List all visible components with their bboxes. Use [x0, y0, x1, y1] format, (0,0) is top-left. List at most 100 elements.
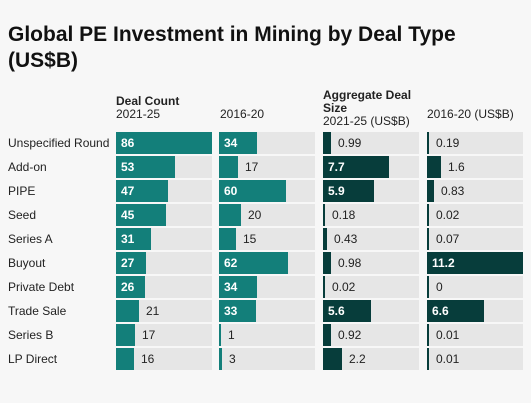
value-label-agg-2021: 5.9: [328, 184, 345, 198]
bar-track: [219, 204, 315, 226]
value-label-count-2021: 31: [121, 232, 135, 246]
bar-track: [323, 324, 419, 346]
bar-count-2021: [116, 180, 168, 202]
value-label-agg-2016: 0.19: [436, 136, 460, 150]
bar-count-2016: [219, 156, 238, 178]
value-label-agg-2016: 0: [436, 280, 443, 294]
bar-agg-2021: [323, 180, 374, 202]
row-label: Seed: [8, 208, 37, 222]
bar-count-2021: [116, 276, 145, 298]
value-label-agg-2021: 0.92: [338, 328, 362, 342]
bar-count-2021: [116, 252, 146, 274]
bar-track: [323, 132, 419, 154]
row-label: Add-on: [8, 160, 47, 174]
bar-agg-2021: [323, 204, 325, 226]
value-label-count-2016: 3: [229, 352, 236, 366]
value-label-count-2016: 17: [245, 160, 259, 174]
bar-track: [323, 276, 419, 298]
bar-agg-2016: [427, 228, 429, 250]
bar-count-2016: [219, 252, 288, 274]
bar-track: [427, 324, 523, 346]
row-label: Trade Sale: [8, 304, 67, 318]
bar-track: [427, 156, 523, 178]
bar-count-2021: [116, 156, 175, 178]
bar-track: [219, 324, 315, 346]
value-label-agg-2016: 0.02: [436, 208, 460, 222]
row-label: Private Debt: [8, 280, 75, 294]
bar-agg-2021: [323, 252, 331, 274]
value-label-count-2016: 15: [243, 232, 257, 246]
bar-count-2016: [219, 132, 257, 154]
bar-agg-2016: [427, 276, 429, 298]
bar-agg-2021: [323, 132, 331, 154]
value-label-count-2016: 20: [248, 208, 262, 222]
bar-track: [427, 204, 523, 226]
header-agg-2016: 2016-20 (US$B): [427, 108, 514, 121]
value-label-agg-2021: 0.98: [338, 256, 362, 270]
bar-track: [116, 324, 212, 346]
value-label-count-2021: 27: [121, 256, 135, 270]
header-aggregate-line2: Size: [323, 101, 348, 115]
value-label-count-2016: 60: [224, 184, 238, 198]
header-count-2016: 2016-20: [220, 108, 264, 121]
row-label: Buyout: [8, 256, 46, 270]
bar-count-2016: [219, 228, 236, 250]
value-label-agg-2016: 0.07: [436, 232, 460, 246]
bar-count-2021: [116, 324, 135, 346]
row-label: Series B: [8, 328, 54, 342]
bar-track: [323, 348, 419, 370]
bar-agg-2021: [323, 300, 371, 322]
row-label: Unspecified Round: [8, 136, 110, 150]
value-label-agg-2016: 0.01: [436, 352, 460, 366]
header-count-2016-label: 2016-20: [220, 107, 265, 121]
header-aggregate-line1: Aggregate Deal: [323, 88, 412, 102]
header-deal-count: Deal Count 2021-25: [116, 95, 179, 121]
value-label-count-2016: 34: [224, 280, 238, 294]
row-label: LP Direct: [8, 352, 58, 366]
bar-track: [427, 132, 523, 154]
bar-agg-2021: [323, 324, 331, 346]
bar-track: [427, 348, 523, 370]
value-label-agg-2021: 0.99: [338, 136, 362, 150]
bar-count-2021: [116, 348, 134, 370]
value-label-agg-2016: 0.83: [441, 184, 465, 198]
bar-track: [323, 204, 419, 226]
value-label-count-2021: 47: [121, 184, 135, 198]
bar-agg-2016: [427, 156, 441, 178]
value-label-count-2021: 53: [121, 160, 135, 174]
bar-agg-2016: [427, 348, 429, 370]
bar-count-2016: [219, 348, 222, 370]
bar-track: [116, 300, 212, 322]
bar-count-2021: [116, 204, 166, 226]
value-label-agg-2021: 0.43: [334, 232, 358, 246]
value-label-agg-2021: 2.2: [349, 352, 366, 366]
bar-agg-2021: [323, 276, 325, 298]
header-deal-count-label: Deal Count: [116, 94, 180, 108]
bar-track: [219, 348, 315, 370]
bar-track: [323, 252, 419, 274]
bar-track: [427, 276, 523, 298]
bar-agg-2021: [323, 228, 327, 250]
header-agg-2016-label: 2016-20 (US$B): [427, 107, 514, 121]
row-label: Series A: [8, 232, 53, 246]
chart-title: Global PE Investment in Mining by Deal T…: [8, 23, 456, 72]
value-label-agg-2016: 0.01: [436, 328, 460, 342]
bar-count-2021: [116, 228, 151, 250]
bar-agg-2016: [427, 252, 523, 274]
value-label-count-2021: 21: [146, 304, 160, 318]
bar-agg-2016: [427, 132, 429, 154]
value-label-count-2021: 16: [141, 352, 155, 366]
row-label: PIPE: [8, 184, 36, 198]
value-label-agg-2021: 5.6: [328, 304, 345, 318]
bar-count-2016: [219, 300, 256, 322]
value-label-count-2016: 33: [224, 304, 238, 318]
value-label-count-2016: 62: [224, 256, 238, 270]
value-label-count-2021: 45: [121, 208, 135, 222]
header-count-2021: 2021-25: [116, 107, 161, 121]
bar-track: [116, 348, 212, 370]
bar-agg-2016: [427, 300, 484, 322]
header-agg-2021: 2021-25 (US$B): [323, 114, 410, 128]
bar-track: [427, 180, 523, 202]
bar-agg-2016: [427, 180, 434, 202]
value-label-agg-2021: 7.7: [328, 160, 345, 174]
